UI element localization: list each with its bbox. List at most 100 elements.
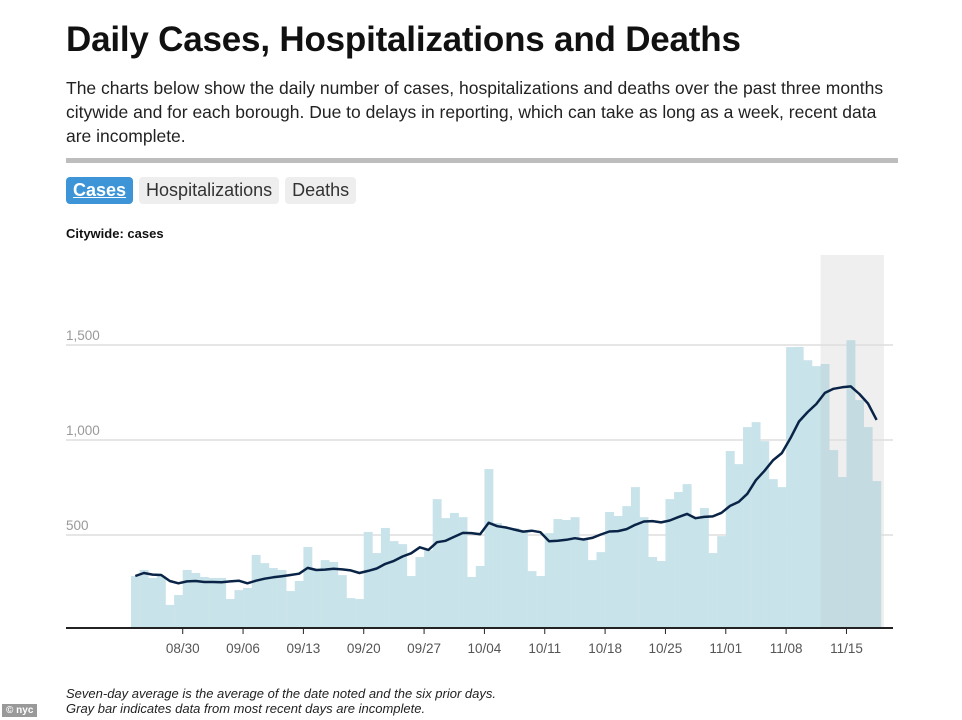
bar [268, 568, 278, 628]
bar [131, 576, 140, 628]
bar [251, 554, 261, 628]
bar [458, 517, 468, 628]
bar [501, 527, 511, 628]
bar [234, 590, 244, 628]
x-tick-label: 10/25 [649, 641, 683, 656]
bar [174, 595, 184, 628]
y-tick-label: 1,500 [66, 328, 100, 343]
bar [544, 533, 554, 628]
bar [570, 517, 580, 628]
bar [734, 464, 744, 628]
bar [682, 484, 692, 628]
x-tick-label: 11/15 [830, 641, 863, 656]
x-tick-label: 10/04 [468, 641, 502, 656]
bar [768, 479, 778, 628]
bar [717, 536, 727, 628]
bar [389, 541, 399, 628]
bar [639, 517, 649, 628]
bar [346, 598, 356, 628]
bar [355, 599, 365, 628]
divider [66, 158, 898, 163]
bar [743, 427, 752, 628]
bar [432, 499, 442, 628]
bar [398, 544, 408, 628]
bar [449, 512, 459, 628]
bar [510, 527, 520, 628]
bar [475, 565, 485, 628]
page-title: Daily Cases, Hospitalizations and Deaths [66, 20, 741, 59]
tab-deaths[interactable]: Deaths [285, 177, 357, 204]
bar [165, 604, 175, 628]
x-tick-label: 10/18 [588, 641, 622, 656]
bar [630, 487, 640, 628]
bar [243, 588, 252, 628]
bar [294, 580, 304, 628]
bar [725, 451, 735, 628]
chart-title: Citywide: cases [66, 226, 164, 241]
chart-notes: Seven-day average is the average of the … [66, 686, 496, 716]
bar [286, 591, 296, 628]
bar [777, 487, 787, 628]
x-tick-label: 09/27 [407, 641, 441, 656]
bar [337, 575, 347, 628]
bar [579, 540, 589, 628]
bar [803, 360, 813, 628]
tab-hospitalizations[interactable]: Hospitalizations [139, 177, 280, 204]
bar [424, 550, 433, 628]
tab-cases[interactable]: Cases [66, 177, 134, 204]
bar [148, 577, 158, 628]
bar [820, 364, 830, 628]
bar [863, 427, 873, 628]
bar [794, 346, 804, 628]
bar [760, 441, 770, 628]
x-tick-label: 09/13 [287, 641, 321, 656]
bar [372, 553, 382, 628]
bar [811, 366, 821, 628]
bar [587, 560, 597, 628]
bar [553, 519, 563, 628]
bar [846, 340, 856, 628]
bar [613, 516, 623, 628]
bar [467, 576, 477, 628]
y-tick-label: 1,000 [66, 423, 100, 438]
note-seven-day: Seven-day average is the average of the … [66, 686, 496, 701]
y-tick-label: 500 [66, 518, 89, 533]
bar [622, 506, 632, 628]
bar [699, 508, 709, 628]
bar [303, 546, 313, 628]
x-tick-label: 09/06 [226, 641, 260, 656]
bar [855, 400, 864, 628]
bar [656, 561, 666, 628]
bar [191, 573, 201, 628]
bar [829, 450, 839, 628]
bar [406, 576, 416, 628]
note-gray-bar: Gray bar indicates data from most recent… [66, 701, 426, 716]
bar [484, 469, 494, 628]
bar [665, 499, 675, 628]
bar [872, 481, 882, 628]
bar [536, 576, 546, 628]
bar [493, 523, 502, 628]
bar [363, 531, 373, 628]
bar [139, 569, 149, 628]
bar [562, 519, 571, 628]
bar [320, 560, 330, 628]
x-tick-label: 09/20 [347, 641, 381, 656]
bar [837, 477, 847, 628]
copyright-badge: © nyc [2, 704, 38, 717]
bar [329, 561, 339, 628]
bar [518, 531, 528, 628]
bar [312, 569, 321, 628]
bar [691, 517, 701, 628]
bar [208, 577, 218, 628]
bar [156, 576, 166, 628]
bar [182, 569, 192, 628]
bar [596, 552, 606, 628]
bar [199, 576, 209, 628]
bar [527, 571, 537, 628]
bar [786, 347, 796, 628]
seven-day-average-line [134, 385, 878, 585]
page-description: The charts below show the daily number o… [66, 78, 884, 146]
bar [751, 422, 761, 628]
x-tick-label: 11/08 [770, 641, 803, 656]
